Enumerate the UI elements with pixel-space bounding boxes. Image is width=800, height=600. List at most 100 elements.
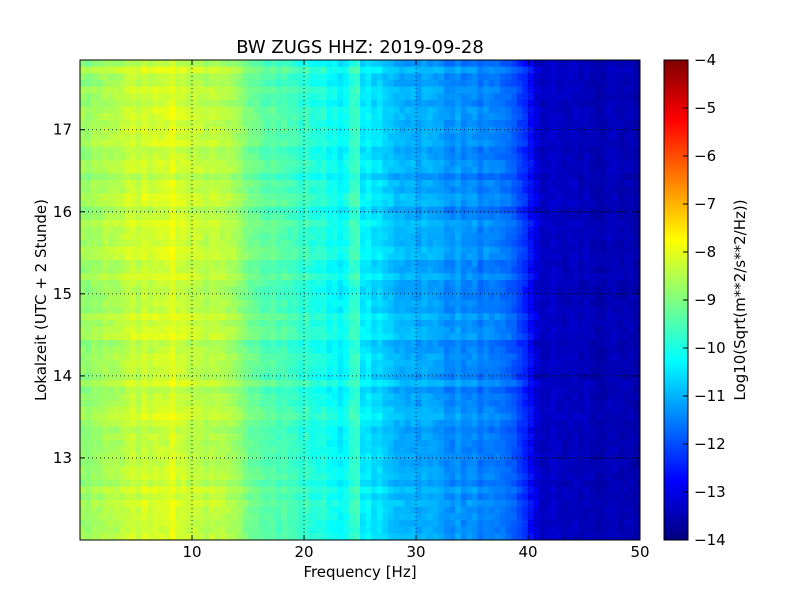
heatmap-cell (102, 166, 109, 174)
heatmap-cell (550, 186, 557, 194)
heatmap-cell (427, 333, 434, 341)
heatmap-cell (628, 260, 635, 268)
heatmap-cell (421, 93, 428, 101)
heatmap-cell (416, 140, 423, 148)
heatmap-cell (483, 366, 490, 374)
heatmap-cell (455, 360, 462, 368)
heatmap-cell (276, 180, 283, 188)
heatmap-cell (511, 206, 518, 214)
heatmap-cell (236, 100, 243, 108)
heatmap-cell (298, 360, 305, 368)
heatmap-cell (298, 166, 305, 174)
heatmap-cell (242, 160, 249, 168)
heatmap-cell (606, 106, 613, 114)
heatmap-cell (488, 160, 495, 168)
heatmap-cell (488, 360, 495, 368)
heatmap-cell (556, 326, 563, 334)
heatmap-cell (533, 366, 540, 374)
heatmap-cell (455, 180, 462, 188)
heatmap-cell (516, 173, 523, 181)
heatmap-cell (472, 220, 479, 228)
heatmap-cell (343, 133, 350, 141)
heatmap-cell (511, 200, 518, 208)
heatmap-cell (225, 273, 232, 281)
heatmap-cell (444, 86, 451, 94)
heatmap-cell (298, 93, 305, 101)
heatmap-cell (589, 246, 596, 254)
heatmap-cell (533, 113, 540, 121)
heatmap-cell (147, 113, 154, 121)
heatmap-cell (432, 173, 439, 181)
heatmap-cell (393, 273, 400, 281)
heatmap-cell (360, 360, 367, 368)
heatmap-cell (578, 153, 585, 161)
heatmap-cell (197, 286, 204, 294)
heatmap-cell (511, 100, 518, 108)
heatmap-cell (270, 146, 277, 154)
heatmap-cell (460, 313, 467, 321)
heatmap-cell (186, 253, 193, 261)
heatmap-cell (197, 313, 204, 321)
heatmap-cell (488, 73, 495, 81)
heatmap-cell (326, 253, 333, 261)
heatmap-cell (164, 153, 171, 161)
heatmap-cell (572, 220, 579, 228)
heatmap-cell (343, 93, 350, 101)
heatmap-cell (180, 260, 187, 268)
heatmap-cell (152, 180, 159, 188)
heatmap-cell (248, 66, 255, 74)
heatmap-cell (192, 313, 199, 321)
heatmap-cell (124, 220, 131, 228)
heatmap-cell (421, 120, 428, 128)
heatmap-cell (556, 366, 563, 374)
heatmap-cell (634, 340, 640, 348)
heatmap-cell (152, 313, 159, 321)
heatmap-cell (96, 273, 103, 281)
heatmap-cell (236, 240, 243, 248)
heatmap-cell (556, 373, 563, 381)
heatmap-cell (449, 113, 456, 121)
heatmap-cell (628, 333, 635, 341)
heatmap-cell (556, 140, 563, 148)
heatmap-cell (203, 286, 210, 294)
heatmap-cell (304, 386, 311, 394)
heatmap-cell (505, 246, 512, 254)
heatmap-cell (500, 253, 507, 261)
heatmap-cell (124, 340, 131, 348)
heatmap-cell (85, 60, 92, 68)
heatmap-cell (270, 80, 277, 88)
heatmap-cell (539, 253, 546, 261)
heatmap-cell (612, 240, 619, 248)
heatmap-cell (169, 100, 176, 108)
heatmap-cell (225, 226, 232, 234)
heatmap-cell (623, 73, 630, 81)
heatmap-cell (578, 86, 585, 94)
heatmap-cell (455, 113, 462, 121)
heatmap-cell (556, 333, 563, 341)
heatmap-cell (136, 126, 143, 134)
heatmap-cell (438, 200, 445, 208)
heatmap-cell (533, 293, 540, 301)
heatmap-cell (242, 146, 249, 154)
heatmap-cell (141, 180, 148, 188)
heatmap-cell (270, 120, 277, 128)
heatmap-cell (332, 100, 339, 108)
heatmap-cell (488, 186, 495, 194)
heatmap-cell (326, 293, 333, 301)
heatmap-cell (528, 366, 535, 374)
heatmap-cell (584, 200, 591, 208)
heatmap-cell (292, 73, 299, 81)
heatmap-cell (500, 273, 507, 281)
heatmap-cell (264, 160, 271, 168)
heatmap-cell (606, 240, 613, 248)
heatmap-cell (354, 133, 361, 141)
heatmap-cell (382, 106, 389, 114)
heatmap-cell (292, 66, 299, 74)
heatmap-cell (466, 246, 473, 254)
heatmap-cell (449, 273, 456, 281)
heatmap-cell (466, 80, 473, 88)
heatmap-cell (91, 173, 98, 181)
heatmap-cell (488, 286, 495, 294)
heatmap-cell (584, 180, 591, 188)
heatmap-cell (578, 300, 585, 308)
